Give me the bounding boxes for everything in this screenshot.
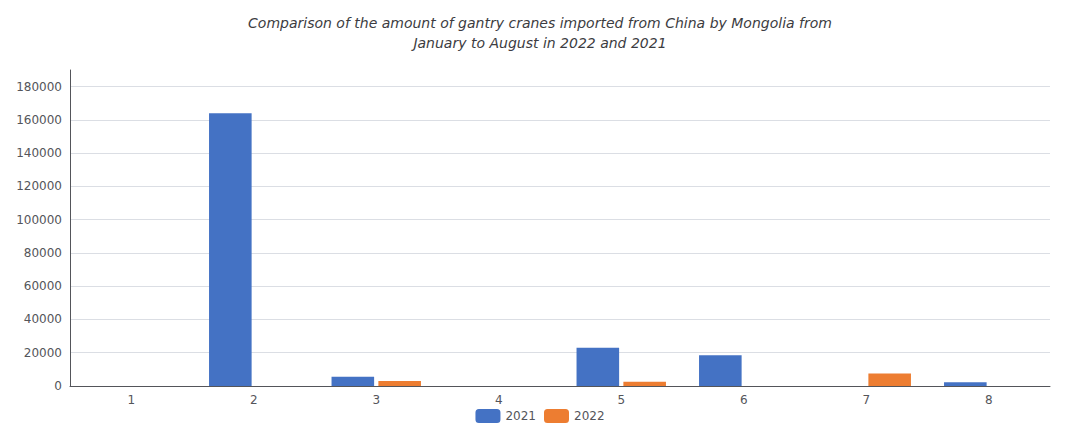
svg-text:7: 7: [862, 393, 870, 407]
svg-text:0: 0: [54, 379, 62, 393]
svg-text:120000: 120000: [16, 179, 62, 193]
svg-text:100000: 100000: [16, 213, 62, 227]
svg-text:60000: 60000: [24, 279, 62, 293]
svg-text:2022: 2022: [574, 409, 605, 423]
svg-text:5: 5: [617, 393, 625, 407]
svg-text:6: 6: [740, 393, 748, 407]
svg-text:20000: 20000: [24, 346, 62, 360]
svg-text:140000: 140000: [16, 146, 62, 160]
svg-text:2021: 2021: [505, 409, 536, 423]
svg-text:80000: 80000: [24, 246, 62, 260]
svg-text:160000: 160000: [16, 113, 62, 127]
svg-text:January to August in 2022 and: January to August in 2022 and 2021: [410, 35, 666, 51]
svg-text:4: 4: [495, 393, 503, 407]
svg-text:8: 8: [985, 393, 993, 407]
svg-text:3: 3: [372, 393, 380, 407]
svg-text:Comparison of the amount of ga: Comparison of the amount of gantry crane…: [248, 15, 832, 31]
svg-text:1: 1: [127, 393, 135, 407]
svg-text:2: 2: [250, 393, 258, 407]
svg-text:40000: 40000: [24, 312, 62, 326]
svg-text:180000: 180000: [16, 80, 62, 94]
